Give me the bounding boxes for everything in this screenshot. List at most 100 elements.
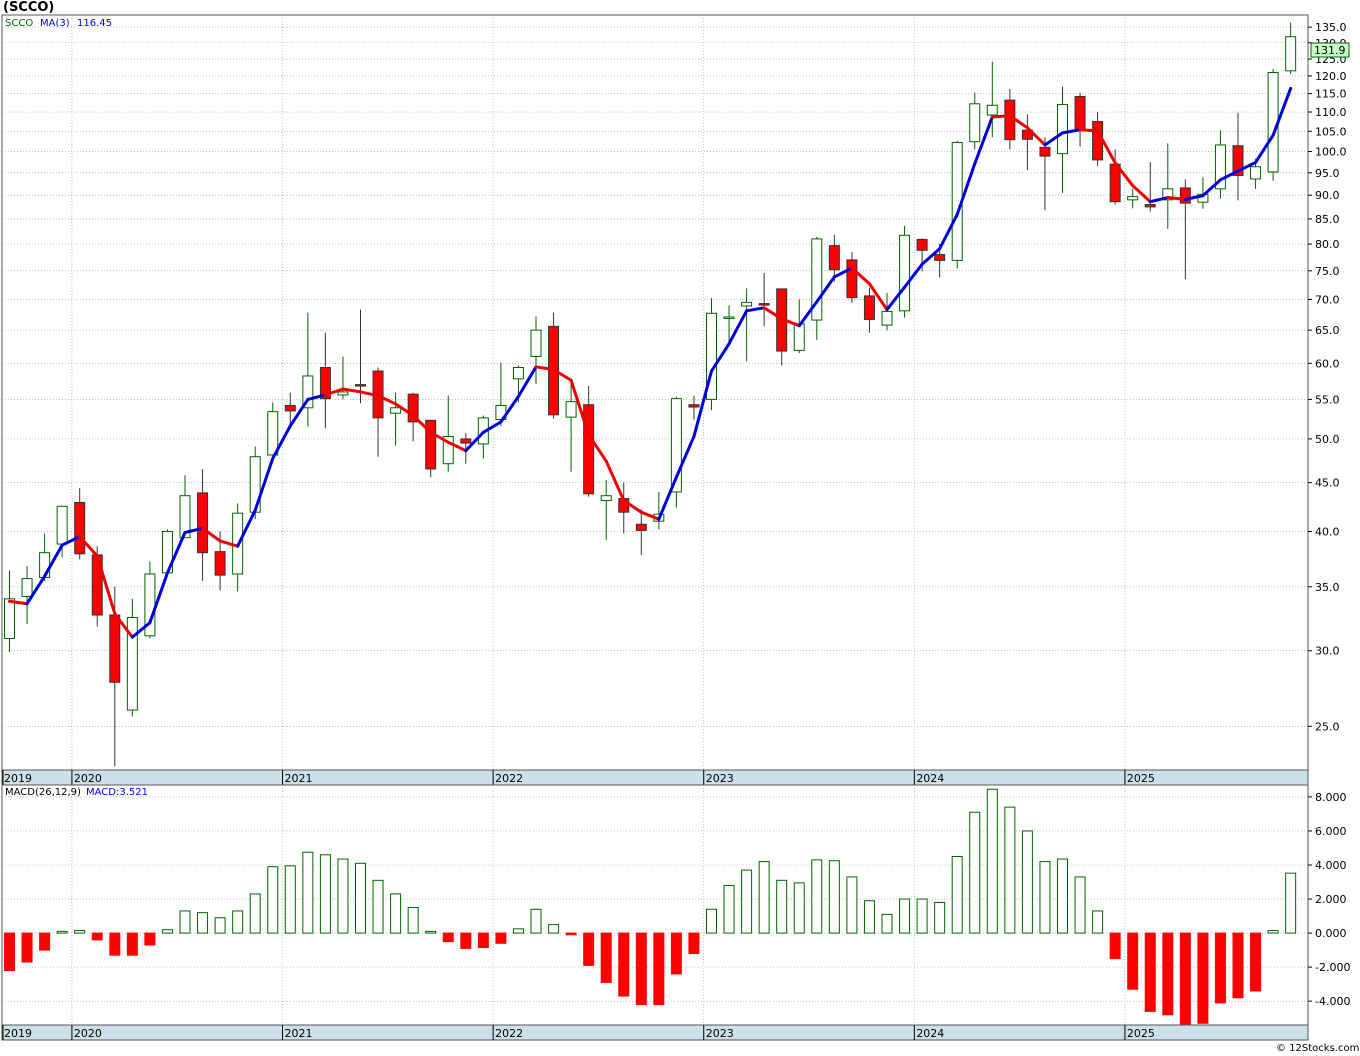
macd-bar — [179, 910, 191, 934]
macd-bar — [1214, 932, 1226, 1004]
candle-body — [355, 384, 366, 387]
ma-segment — [464, 430, 485, 453]
macd-bar — [56, 930, 68, 934]
ma-segment — [1218, 169, 1240, 182]
ma-segment — [8, 599, 29, 606]
ma-segment — [1096, 129, 1117, 165]
macd-bar — [951, 855, 963, 934]
ma-segment — [815, 275, 836, 304]
price-y-tick-label: 120.0 — [1315, 70, 1347, 83]
macd-bar — [916, 898, 928, 934]
price-x-tick-label: 2019 — [4, 772, 32, 785]
ma-segment — [394, 402, 415, 418]
price-y-tick-label: 65.0 — [1315, 324, 1340, 337]
ma-segment — [429, 430, 450, 444]
macd-bar — [758, 861, 770, 934]
price-y-tick-label: 90.0 — [1315, 189, 1340, 202]
macd-bar — [934, 901, 946, 934]
macd-bar — [828, 860, 840, 934]
macd-bar — [425, 930, 437, 934]
ma-segment — [1183, 194, 1205, 201]
candle-body — [407, 393, 419, 423]
price-panel — [1, 14, 1309, 786]
ma-segment — [867, 282, 889, 312]
ma-segment — [411, 414, 433, 434]
candle-body — [1039, 146, 1051, 157]
candle-body — [583, 404, 595, 495]
price-y-tick-label: 110.0 — [1315, 106, 1347, 119]
price-y-tick-label: 85.0 — [1315, 213, 1340, 226]
macd-bar — [495, 932, 507, 944]
macd-bar — [670, 932, 682, 975]
ma-segment — [306, 393, 327, 401]
candle-body — [390, 407, 402, 414]
candle-body — [512, 366, 524, 380]
candle-body — [1144, 204, 1156, 208]
candle-body — [863, 295, 875, 320]
macd-bar — [1074, 876, 1086, 934]
macd-bar — [372, 879, 384, 934]
macd-bar — [477, 932, 489, 949]
price-y-tick-label: 55.0 — [1315, 393, 1340, 406]
ma-segment — [323, 387, 345, 397]
macd-y-tick-label: -2.000 — [1315, 961, 1350, 974]
candle-body — [1214, 144, 1226, 190]
moving-average-line — [8, 86, 1293, 639]
macd-bar — [390, 893, 402, 934]
ma-segment — [850, 266, 871, 286]
ma-segment — [780, 317, 801, 328]
ma-segment — [165, 530, 187, 575]
macd-bar — [214, 917, 226, 934]
macd-bar — [618, 932, 630, 997]
macd-bar — [1004, 806, 1016, 934]
macd-x-axis: 2019 2020 2021 2022 2023 2024 2025 — [2, 1025, 1155, 1040]
macd-x-tick-label: 2024 — [916, 1027, 944, 1040]
macd-x-tick-label: 2019 — [4, 1027, 32, 1040]
macd-bar — [232, 910, 244, 934]
macd-bar — [74, 930, 86, 934]
macd-bar — [512, 928, 524, 934]
price-x-tick-label: 2020 — [74, 772, 102, 785]
candle-body — [899, 234, 911, 312]
macd-bar — [91, 932, 103, 941]
ma-segment — [481, 420, 503, 434]
macd-bar — [1250, 932, 1262, 992]
ma-segment — [832, 266, 854, 279]
ma-segment — [1043, 131, 1064, 147]
macd-bar — [881, 913, 893, 934]
macd-bar — [337, 858, 349, 934]
macd-grid — [2, 785, 1308, 1025]
candle-body — [723, 316, 735, 319]
macd-y-tick-label: 4.000 — [1315, 859, 1347, 872]
macd-legend-label: MACD(26,12,9) — [5, 787, 81, 798]
candle-body — [1232, 145, 1244, 176]
macd-bar — [355, 862, 366, 934]
price-x-tick-label: 2025 — [1127, 772, 1155, 785]
price-x-tick-label: 2023 — [706, 772, 734, 785]
ma-segment — [903, 262, 924, 289]
macd-bar — [1057, 858, 1068, 934]
macd-bar — [319, 854, 331, 934]
ma-segment — [692, 369, 713, 438]
ma-segment — [622, 498, 643, 514]
candle-body — [1092, 121, 1104, 161]
ma-segment — [1078, 128, 1100, 133]
ma-segment — [955, 162, 977, 217]
candle-body — [302, 375, 314, 409]
price-x-axis-band — [1, 769, 1309, 786]
ma-segment — [674, 434, 696, 479]
candle-body — [530, 329, 542, 357]
macd-bar — [197, 912, 209, 934]
macd-y-tick-label: 0.000 — [1315, 927, 1347, 940]
ma-segment — [183, 526, 205, 534]
price-x-axis: 2019 2020 2021 2022 2023 2024 2025 — [2, 770, 1155, 785]
candle-body — [460, 438, 472, 444]
macd-bar — [548, 924, 560, 934]
last-price-label: 131.9 — [1314, 44, 1346, 57]
ma-segment — [885, 285, 907, 312]
ma-segment — [938, 213, 959, 251]
macd-x-axis-band — [1, 1024, 1309, 1041]
candle-body — [881, 310, 893, 326]
candle-body — [425, 419, 437, 470]
macd-bar — [688, 932, 700, 955]
